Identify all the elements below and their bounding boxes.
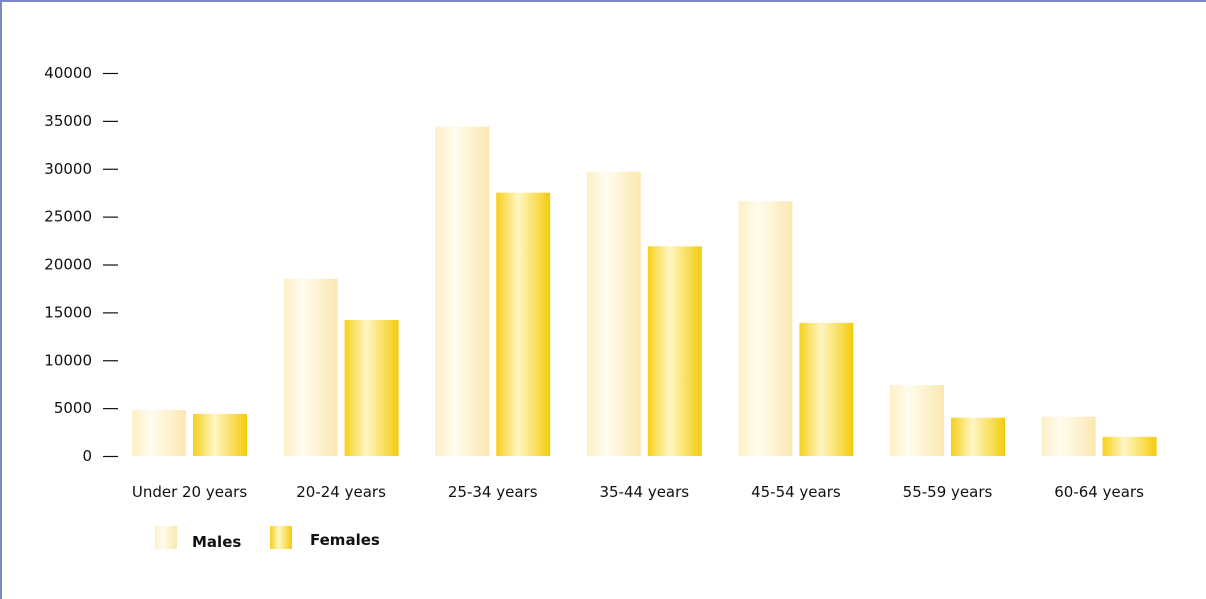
- legend-swatch-males: [155, 526, 177, 549]
- y-tick-label: 15000: [44, 303, 92, 321]
- x-axis-labels: Under 20 years 20-24 years 25-34 years 35-4…: [132, 483, 1144, 501]
- y-axis: 0 5000 10000 15000 20000 25000 30000 35000 40000: [44, 64, 118, 465]
- x-category-label: 55-59 years: [903, 483, 993, 501]
- bar-females: [496, 192, 551, 456]
- x-category-label: 20-24 years: [296, 483, 386, 501]
- legend-label-females: Females: [310, 531, 380, 549]
- y-tick-label: 40000: [44, 64, 92, 82]
- x-category-label: 35-44 years: [599, 483, 689, 501]
- y-tick-label: 10000: [44, 351, 92, 369]
- bars: [132, 126, 1157, 457]
- bar-females: [951, 417, 1005, 456]
- bar-males: [738, 201, 793, 456]
- y-tick-label: 0: [82, 447, 92, 465]
- legend-swatch-females: [270, 526, 292, 549]
- bar-males: [1041, 416, 1096, 456]
- bar-males: [586, 171, 641, 456]
- legend: Males Females: [155, 526, 380, 551]
- bar-males: [132, 410, 186, 456]
- bar-females: [193, 413, 247, 456]
- x-category-label: 25-34 years: [448, 483, 538, 501]
- y-tick-label: 35000: [44, 112, 92, 130]
- y-tick-label: 5000: [54, 399, 92, 417]
- y-tick-label: 30000: [44, 160, 92, 178]
- bar-females: [1102, 436, 1157, 456]
- bar-females: [799, 322, 854, 456]
- bar-females: [344, 320, 399, 456]
- y-tick-label: 25000: [44, 208, 92, 226]
- x-category-label: 60-64 years: [1054, 483, 1144, 501]
- bar-males: [283, 278, 338, 456]
- bar-males: [890, 385, 944, 456]
- x-category-label: 45-54 years: [751, 483, 841, 501]
- bar-females: [647, 246, 702, 456]
- y-tick-label: 20000: [44, 256, 92, 274]
- bar-males: [435, 126, 490, 457]
- x-category-label: Under 20 years: [132, 483, 247, 501]
- legend-label-males: Males: [192, 533, 241, 551]
